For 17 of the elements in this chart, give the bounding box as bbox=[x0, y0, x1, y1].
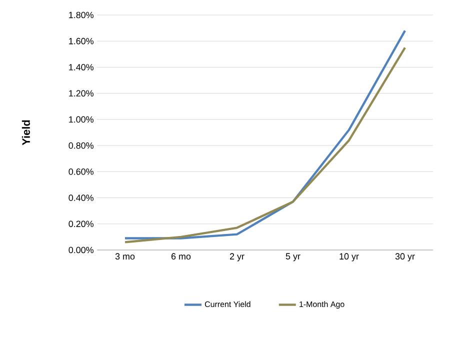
y-tick-label: 0.60% bbox=[68, 168, 94, 175]
x-tick-label: 10 yr bbox=[340, 253, 359, 262]
y-tick-label: 0.40% bbox=[68, 194, 94, 201]
y-tick-label: 1.80% bbox=[69, 12, 94, 18]
x-tick-label: 5 yr bbox=[286, 253, 300, 262]
y-tick-label: 0.00% bbox=[68, 246, 94, 254]
y-tick-label: 0.20% bbox=[68, 220, 94, 228]
x-tick-label: 2 yr bbox=[230, 253, 244, 262]
y-tick-label: 1.20% bbox=[69, 90, 94, 97]
x-tick-label: 30 yr bbox=[395, 253, 415, 262]
y-tick-label: 1.00% bbox=[69, 116, 94, 123]
x-tick-label: 6 mo bbox=[171, 253, 191, 260]
y-axis-title: Yield bbox=[22, 120, 30, 146]
y-tick-label: 0.80% bbox=[68, 142, 94, 149]
y-tick-label: 1.60% bbox=[69, 38, 94, 44]
x-tick-label: 3 mo bbox=[115, 253, 135, 260]
y-tick-label: 1.40% bbox=[69, 64, 94, 70]
